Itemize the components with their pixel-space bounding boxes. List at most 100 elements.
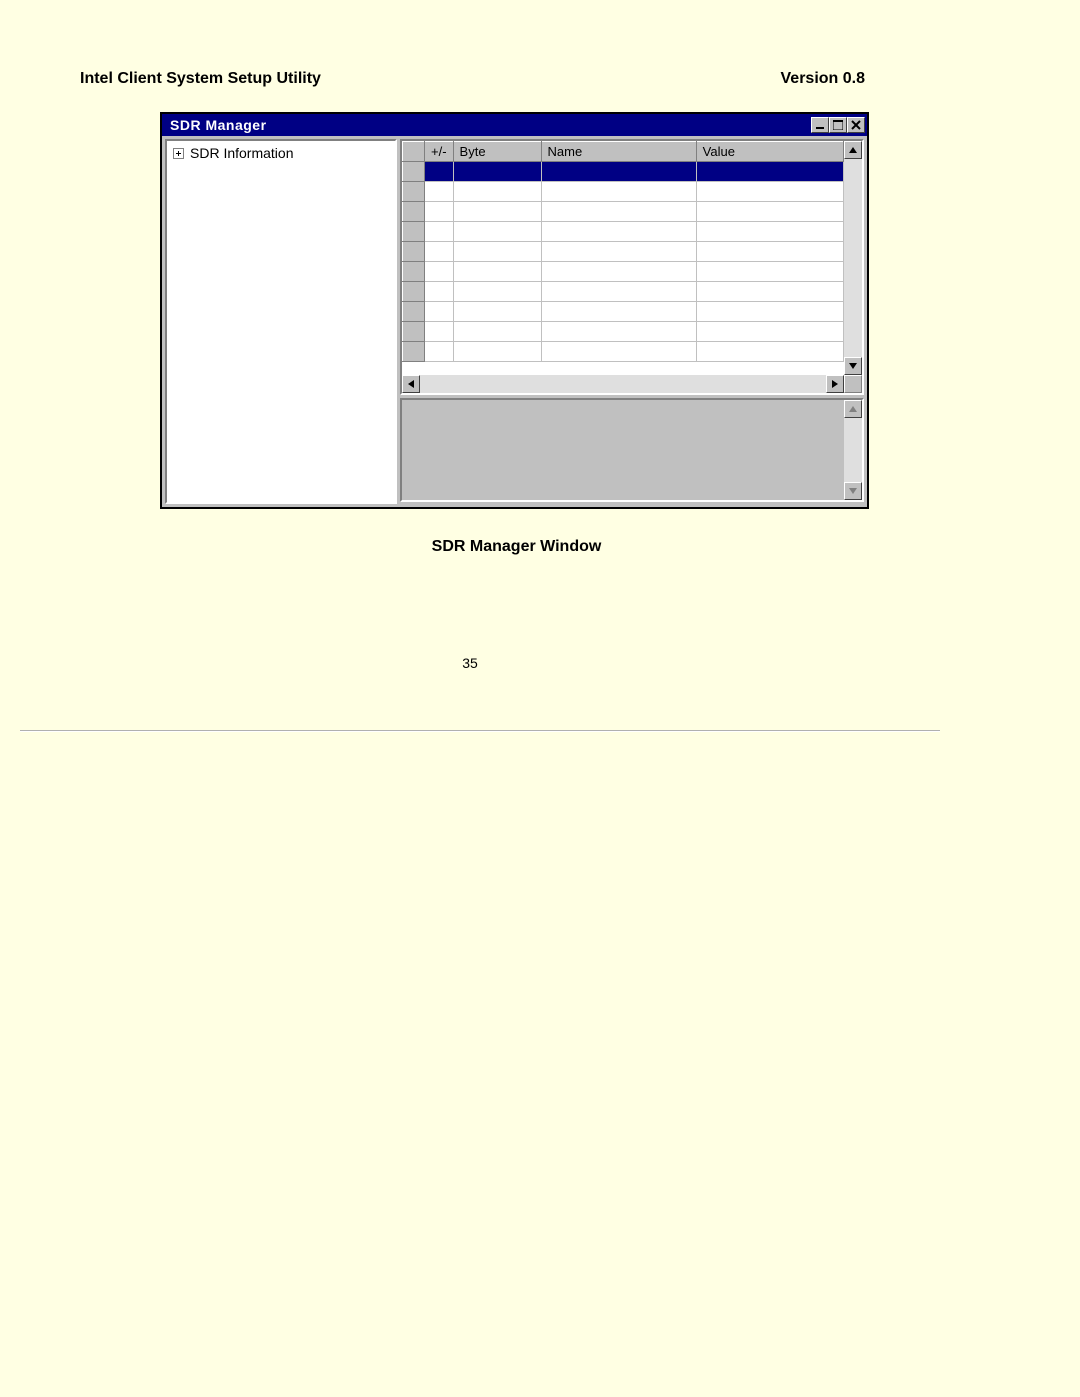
grid-vscrollbar[interactable] [844, 141, 862, 375]
row-header[interactable] [403, 202, 425, 222]
cell-value[interactable] [696, 262, 843, 282]
cell-name[interactable] [541, 202, 696, 222]
cell-pm[interactable] [425, 282, 454, 302]
cell-name[interactable] [541, 182, 696, 202]
detail-vscrollbar [844, 400, 862, 500]
cell-pm[interactable] [425, 182, 454, 202]
maximize-button[interactable] [829, 117, 847, 133]
table-row[interactable] [403, 242, 844, 262]
cell-byte[interactable] [453, 182, 541, 202]
row-header[interactable] [403, 282, 425, 302]
row-header[interactable] [403, 182, 425, 202]
cell-pm[interactable] [425, 202, 454, 222]
table-row[interactable] [403, 302, 844, 322]
cell-pm[interactable] [425, 162, 454, 182]
cell-name[interactable] [541, 162, 696, 182]
table-row[interactable] [403, 342, 844, 362]
table-row[interactable] [403, 262, 844, 282]
maximize-icon [833, 120, 843, 130]
cell-value[interactable] [696, 222, 843, 242]
cell-pm[interactable] [425, 302, 454, 322]
arrow-left-icon [408, 380, 414, 388]
scroll-corner [844, 375, 862, 393]
cell-name[interactable] [541, 222, 696, 242]
scroll-left-button[interactable] [402, 375, 420, 393]
row-header[interactable] [403, 242, 425, 262]
cell-name[interactable] [541, 322, 696, 342]
close-icon [851, 120, 861, 130]
cell-name[interactable] [541, 262, 696, 282]
grid-col-value[interactable]: Value [696, 142, 843, 162]
minimize-button[interactable] [811, 117, 829, 133]
grid-body: +/- Byte Name Value [402, 141, 862, 375]
cell-value[interactable] [696, 342, 843, 362]
cell-byte[interactable] [453, 202, 541, 222]
cell-name[interactable] [541, 282, 696, 302]
minimize-icon [815, 120, 825, 130]
cell-byte[interactable] [453, 342, 541, 362]
close-button[interactable] [847, 117, 865, 133]
row-header[interactable] [403, 162, 425, 182]
table-row[interactable] [403, 322, 844, 342]
page-number: 35 [0, 655, 940, 671]
cell-pm[interactable] [425, 222, 454, 242]
cell-byte[interactable] [453, 282, 541, 302]
grid-table-wrap[interactable]: +/- Byte Name Value [402, 141, 844, 375]
cell-byte[interactable] [453, 222, 541, 242]
expand-icon[interactable] [173, 148, 184, 159]
grid-col-name[interactable]: Name [541, 142, 696, 162]
tree-root-item[interactable]: SDR Information [173, 145, 389, 161]
scroll-up-button[interactable] [844, 141, 862, 159]
cell-value[interactable] [696, 162, 843, 182]
top-row: SDR Information [165, 139, 864, 504]
detail-content [402, 400, 844, 500]
cell-value[interactable] [696, 242, 843, 262]
cell-pm[interactable] [425, 342, 454, 362]
detail-vscroll-track [844, 418, 862, 482]
table-row[interactable] [403, 222, 844, 242]
cell-byte[interactable] [453, 262, 541, 282]
cell-byte[interactable] [453, 242, 541, 262]
grid-hscrollbar[interactable] [402, 375, 862, 393]
cell-pm[interactable] [425, 262, 454, 282]
vscroll-track[interactable] [844, 159, 862, 357]
detail-scroll-down [844, 482, 862, 500]
row-header[interactable] [403, 342, 425, 362]
cell-value[interactable] [696, 182, 843, 202]
grid-col-pm[interactable]: +/- [425, 142, 454, 162]
row-header[interactable] [403, 322, 425, 342]
titlebar[interactable]: SDR Manager [162, 114, 867, 136]
table-row[interactable] [403, 182, 844, 202]
cell-byte[interactable] [453, 302, 541, 322]
page-header: Intel Client System Setup Utility Versio… [80, 70, 865, 88]
hscroll-track[interactable] [420, 375, 826, 393]
grid-col-byte[interactable]: Byte [453, 142, 541, 162]
cell-pm[interactable] [425, 242, 454, 262]
row-header[interactable] [403, 262, 425, 282]
cell-byte[interactable] [453, 322, 541, 342]
scroll-down-button[interactable] [844, 357, 862, 375]
tree-panel[interactable]: SDR Information [165, 139, 397, 504]
table-row[interactable] [403, 202, 844, 222]
cell-name[interactable] [541, 342, 696, 362]
cell-value[interactable] [696, 322, 843, 342]
scroll-right-button[interactable] [826, 375, 844, 393]
cell-name[interactable] [541, 302, 696, 322]
cell-byte[interactable] [453, 162, 541, 182]
table-row[interactable] [403, 162, 844, 182]
cell-value[interactable] [696, 302, 843, 322]
cell-value[interactable] [696, 282, 843, 302]
figure: SDR Manager [160, 112, 873, 509]
row-header[interactable] [403, 222, 425, 242]
table-row[interactable] [403, 282, 844, 302]
row-header[interactable] [403, 302, 425, 322]
cell-value[interactable] [696, 202, 843, 222]
right-column: +/- Byte Name Value [400, 139, 864, 504]
arrow-down-icon [849, 488, 857, 494]
cell-pm[interactable] [425, 322, 454, 342]
arrow-up-icon [849, 147, 857, 153]
data-grid[interactable]: +/- Byte Name Value [402, 141, 844, 362]
document-page: Intel Client System Setup Utility Versio… [0, 0, 1080, 1397]
cell-name[interactable] [541, 242, 696, 262]
arrow-down-icon [849, 363, 857, 369]
